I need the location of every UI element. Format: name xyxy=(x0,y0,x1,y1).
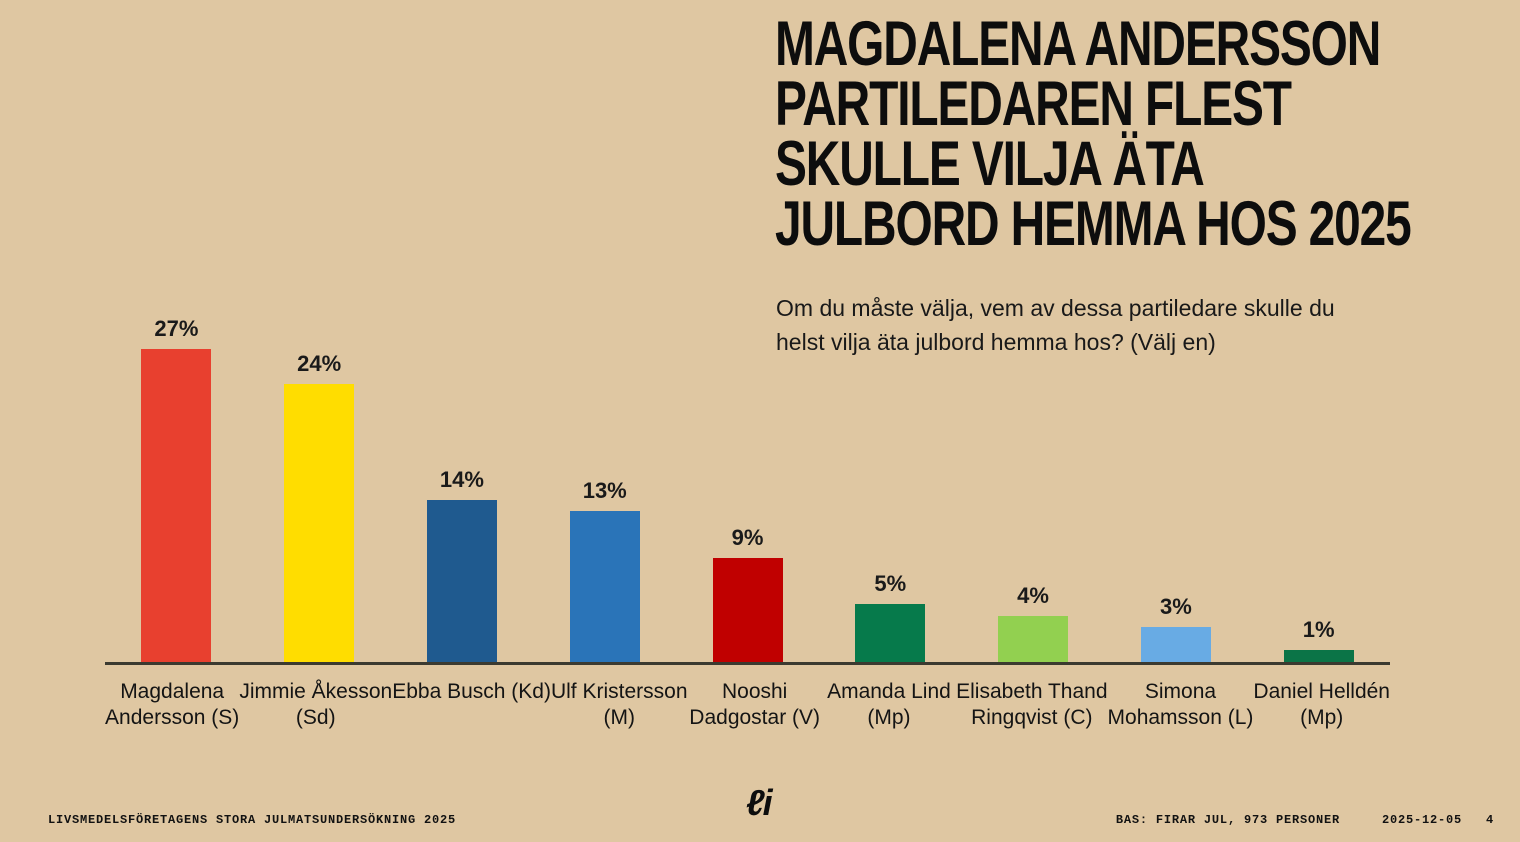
bar-value-label: 3% xyxy=(1159,594,1192,619)
bar-value-label: 5% xyxy=(874,571,907,596)
title-line-3: SKULLE VILJA ÄTA xyxy=(775,129,1205,199)
bar-value-label: 4% xyxy=(1017,583,1049,608)
bar-slot-2: 24% xyxy=(248,295,391,662)
category-label-line: Daniel Helldén xyxy=(1253,680,1390,703)
category-label: Jimmie Åkesson (Sd) xyxy=(239,679,392,731)
category-label: Elisabeth Thand Ringqvist (C) xyxy=(956,679,1107,731)
bar-value-label: 27% xyxy=(154,316,199,341)
survey-question: Om du måste välja, vem av dessa partiled… xyxy=(776,291,1436,359)
category-label-line: (Sd) xyxy=(295,706,336,729)
survey-question-line-2: helst vilja äta julbord hemma hos? (Välj… xyxy=(776,329,1216,355)
bar-slot-3: 14% xyxy=(391,295,534,662)
bar xyxy=(141,349,212,662)
category-label: Daniel Helldén (Mp) xyxy=(1253,679,1390,731)
x-axis-line xyxy=(105,662,1390,665)
category-label: Magdalena Andersson (S) xyxy=(105,679,239,731)
bar-value-label: 24% xyxy=(297,351,342,376)
bar-value-label: 1% xyxy=(1302,617,1335,642)
category-label-line: Andersson (S) xyxy=(105,706,240,729)
category-label-line: Ebba Busch (Kd) xyxy=(392,680,551,703)
bar xyxy=(712,558,783,662)
bar xyxy=(284,384,355,662)
footer-page-number: 4 xyxy=(1485,813,1494,827)
category-label-line: Jimmie Åkesson xyxy=(239,680,393,703)
category-label-line: Dadgostar (V) xyxy=(689,706,821,729)
bar xyxy=(569,511,640,662)
bar-value-label: 14% xyxy=(439,467,484,492)
category-label-line: Mohamsson (L) xyxy=(1107,706,1254,729)
category-label-line: (Mp) xyxy=(1300,706,1344,729)
bar-slot-8: 3% xyxy=(1104,295,1247,662)
bar-slot-4: 13% xyxy=(533,295,676,662)
bar xyxy=(1140,627,1211,662)
page-title: MAGDALENA ANDERSSON PARTILEDAREN FLEST S… xyxy=(775,9,1477,259)
category-label-line: (Mp) xyxy=(867,706,911,729)
category-label: Ulf Kristersson (M) xyxy=(551,679,688,731)
bar-slot-6: 5% xyxy=(819,295,962,662)
category-label-line: Nooshi xyxy=(721,680,788,703)
bar xyxy=(1283,650,1354,662)
title-line-2: PARTILEDAREN FLEST xyxy=(775,69,1292,139)
bar xyxy=(998,616,1069,662)
bar xyxy=(426,500,497,662)
category-label-line: Magdalena xyxy=(120,680,225,703)
bar-slot-9: 1% xyxy=(1247,295,1390,662)
livsmedelsforetagen-logo-icon: ℓi xyxy=(746,782,773,823)
footer-meta: BAS: FIRAR JUL, 973 PERSONER 2025-12-05 … xyxy=(1116,813,1494,827)
page-title-inner: MAGDALENA ANDERSSON PARTILEDAREN FLEST S… xyxy=(775,9,1477,259)
category-label-line: Ulf Kristersson xyxy=(550,680,688,703)
footer-source-text: LIVSMEDELSFÖRETAGENS STORA JULMATSUNDERS… xyxy=(48,813,457,827)
category-label: Nooshi Dadgostar (V) xyxy=(688,679,822,731)
bar-slot-5: 9% xyxy=(676,295,819,662)
category-label-line: Simona xyxy=(1144,680,1217,703)
bar-slot-7: 4% xyxy=(962,295,1105,662)
category-label-line: (M) xyxy=(603,706,635,729)
bar-value-label: 13% xyxy=(582,478,627,503)
title-line-1: MAGDALENA ANDERSSON xyxy=(775,9,1381,79)
bar xyxy=(855,604,926,662)
footer-base-text: BAS: FIRAR JUL, 973 PERSONER xyxy=(1115,813,1340,827)
category-label-line: Elisabeth Thand xyxy=(956,680,1108,703)
category-label-line: Ringqvist (C) xyxy=(971,706,1093,729)
category-label: Ebba Busch (Kd) xyxy=(392,679,551,731)
bar-slot-1: 27% xyxy=(105,295,248,662)
survey-question-line-1: Om du måste välja, vem av dessa partiled… xyxy=(776,295,1335,321)
category-label: Amanda Lind (Mp) xyxy=(822,679,956,731)
category-labels-row: Magdalena Andersson (S) Jimmie Åkesson (Sd)… xyxy=(105,679,1390,731)
category-label-line: Amanda Lind xyxy=(827,680,951,703)
bar-value-label: 9% xyxy=(731,525,764,550)
category-label: Simona Mohamsson (L) xyxy=(1108,679,1254,731)
footer-date: 2025-12-05 xyxy=(1381,813,1462,827)
title-line-4: JULBORD HEMMA HOS 2025 xyxy=(775,189,1412,259)
bars-row: 27% 24% 14% 13% 9% 5% 4% 3% 1% xyxy=(105,295,1390,662)
